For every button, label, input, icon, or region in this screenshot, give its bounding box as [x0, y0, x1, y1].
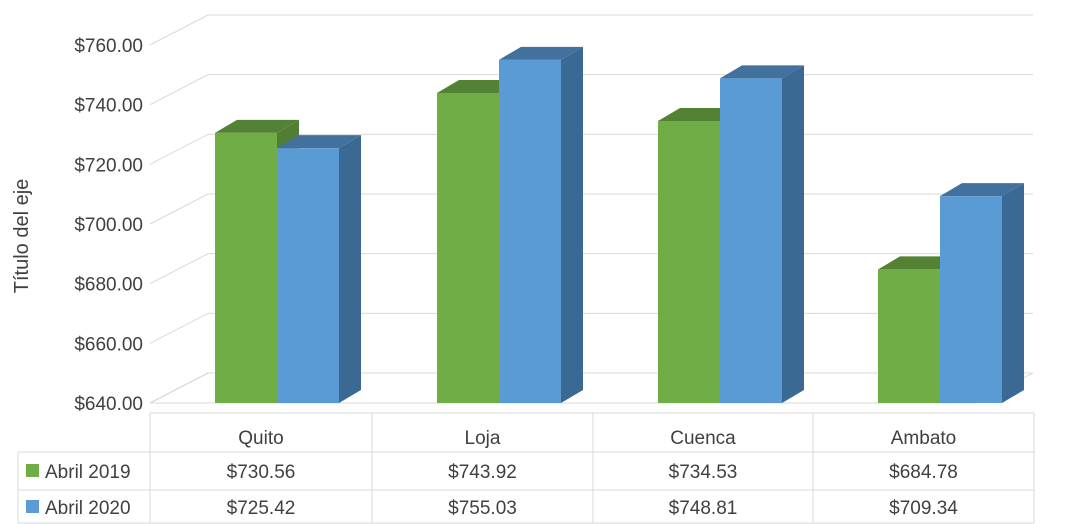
- bar-side: [1002, 183, 1024, 403]
- gridline: [149, 14, 1033, 46]
- y-tick-label: $720.00: [74, 155, 143, 176]
- bar-side: [782, 65, 804, 404]
- bar-front: [499, 59, 561, 403]
- y-tick-label: $680.00: [74, 275, 143, 296]
- bar-front: [720, 78, 782, 404]
- category-label: Quito: [238, 428, 283, 449]
- data-label: $709.34: [889, 498, 958, 519]
- bar: [940, 183, 1024, 403]
- legend-label: Abril 2019: [45, 462, 131, 483]
- y-tick-label: $640.00: [74, 394, 143, 415]
- bar-front: [878, 269, 940, 403]
- y-tick-label: $760.00: [74, 36, 143, 57]
- bars: [215, 46, 1024, 404]
- y-axis-title: Título del eje: [11, 179, 33, 294]
- data-label: $755.03: [448, 498, 517, 519]
- bar-front: [658, 120, 720, 403]
- data-label: $743.92: [448, 462, 517, 483]
- y-tick-label: $740.00: [74, 96, 143, 117]
- category-label: Loja: [465, 428, 501, 449]
- legend-label: Abril 2020: [45, 498, 131, 519]
- bar: [499, 46, 583, 403]
- bar-top: [720, 65, 804, 79]
- bar-top: [940, 183, 1024, 197]
- bar: [720, 65, 804, 404]
- bar-top: [499, 46, 583, 60]
- bar: [277, 135, 361, 403]
- y-tick-label: $700.00: [74, 215, 143, 236]
- data-table: Quito Loja Cuenca Ambato Abril 2019 $730.56 $7…: [17, 412, 1035, 524]
- data-label: $725.42: [227, 498, 296, 519]
- category-label: Ambato: [891, 428, 956, 449]
- data-label: $734.53: [669, 462, 738, 483]
- category-label: Cuenca: [670, 428, 736, 449]
- data-label: $684.78: [889, 462, 958, 483]
- bar-front: [277, 148, 339, 403]
- legend-key: [26, 500, 39, 513]
- bar-top: [215, 119, 299, 133]
- bar-side: [339, 135, 361, 403]
- bar-front: [437, 92, 499, 404]
- gridline: [149, 74, 1033, 106]
- y-axis-ticks: $640.00 $660.00 $680.00 $700.00 $720.00 $740.…: [74, 36, 143, 415]
- bar-top: [277, 135, 361, 149]
- data-label: $748.81: [669, 498, 738, 519]
- bar-side: [561, 46, 583, 403]
- y-tick-label: $660.00: [74, 334, 143, 355]
- bar-front: [940, 196, 1002, 403]
- bar-front: [215, 132, 277, 403]
- data-label: $730.56: [227, 462, 296, 483]
- legend-key: [26, 464, 39, 477]
